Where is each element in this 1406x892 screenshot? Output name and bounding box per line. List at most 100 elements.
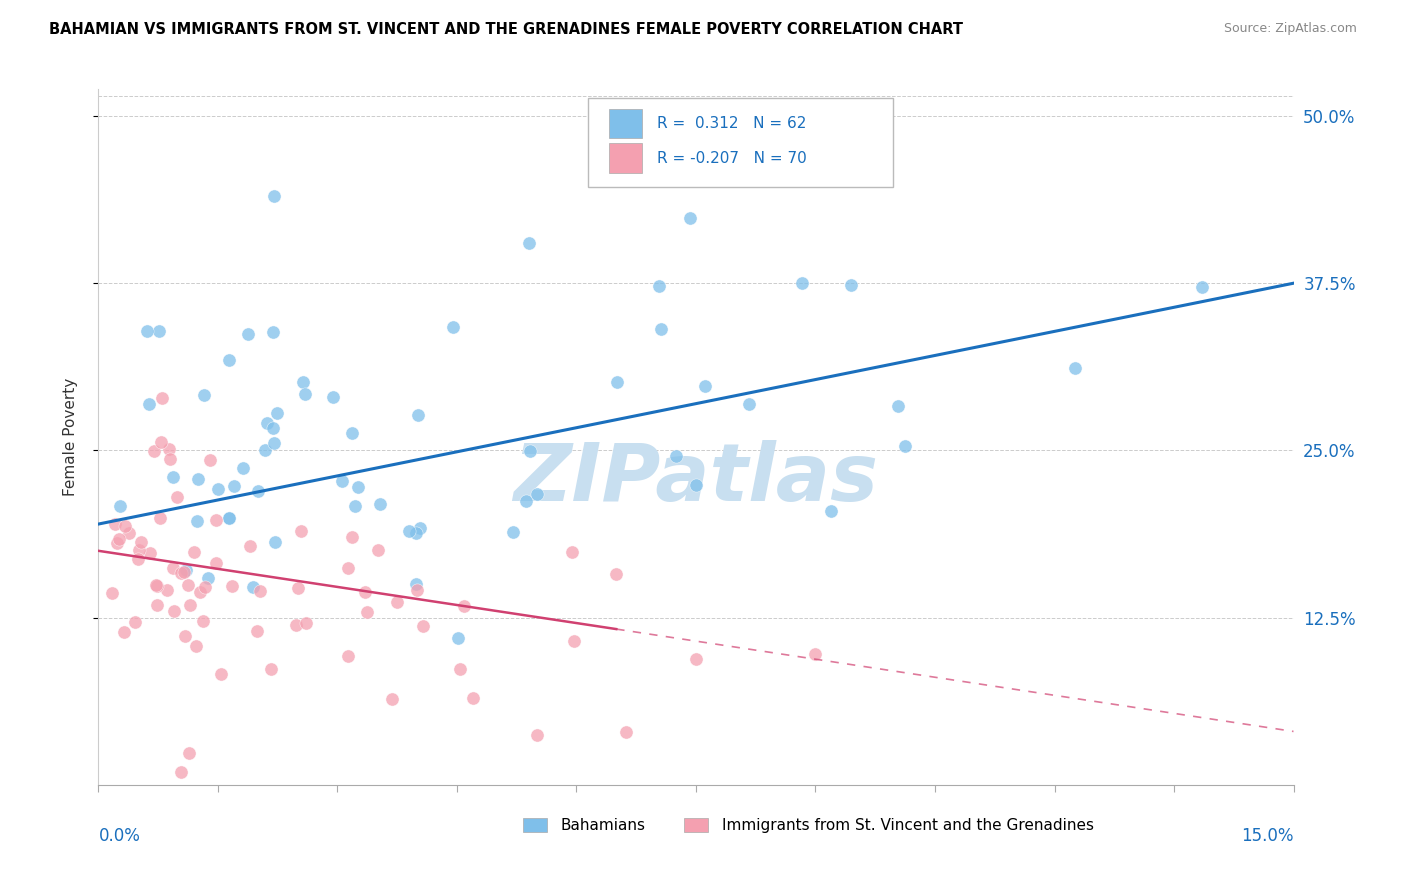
Point — [405, 577, 427, 591]
Point — [1191, 279, 1213, 293]
Text: BAHAMIAN VS IMMIGRANTS FROM ST. VINCENT AND THE GRENADINES FEMALE POVERTY CORREL: BAHAMIAN VS IMMIGRANTS FROM ST. VINCENT … — [49, 22, 963, 37]
Point — [218, 511, 240, 525]
Point — [561, 545, 583, 559]
Point — [173, 565, 195, 579]
Point — [128, 543, 150, 558]
Point — [187, 472, 209, 486]
Point — [166, 490, 188, 504]
Point — [517, 236, 540, 251]
Point — [347, 481, 370, 495]
Point — [285, 617, 308, 632]
Point — [679, 211, 702, 225]
Point — [693, 379, 716, 393]
Point — [138, 397, 160, 411]
Point — [650, 322, 672, 336]
Point — [614, 724, 637, 739]
Point — [198, 453, 221, 467]
Point — [367, 543, 389, 558]
Point — [163, 605, 186, 619]
Point — [841, 278, 863, 293]
Point — [412, 619, 434, 633]
Point — [239, 540, 262, 554]
Point — [197, 571, 219, 585]
Point — [685, 652, 707, 666]
Point — [368, 497, 391, 511]
Point — [194, 580, 217, 594]
Point — [256, 416, 278, 430]
Point — [156, 583, 179, 598]
Point — [124, 615, 146, 630]
Point — [262, 326, 284, 340]
Point — [260, 662, 283, 676]
Point — [127, 552, 149, 566]
Point — [461, 691, 484, 706]
Point — [266, 406, 288, 420]
Point — [605, 566, 627, 581]
Bar — [609, 144, 643, 173]
Point — [606, 375, 628, 389]
Point — [101, 586, 124, 600]
Point — [162, 560, 184, 574]
Point — [263, 436, 285, 450]
Point — [886, 399, 908, 413]
Point — [179, 746, 201, 760]
Point — [526, 487, 548, 501]
Text: R = -0.207   N = 70: R = -0.207 N = 70 — [657, 151, 806, 166]
Point — [354, 584, 377, 599]
Text: 15.0%: 15.0% — [1241, 827, 1294, 845]
Point — [242, 580, 264, 594]
Point — [263, 189, 285, 203]
Point — [441, 320, 464, 334]
Point — [408, 408, 430, 422]
Point — [253, 442, 276, 457]
Point — [218, 353, 240, 368]
Point — [129, 535, 152, 549]
Point — [148, 325, 170, 339]
Point — [112, 624, 135, 639]
Point — [108, 499, 131, 513]
Point — [398, 524, 420, 539]
Point — [145, 577, 167, 591]
Point — [405, 525, 427, 540]
Point — [449, 662, 471, 676]
Point — [290, 524, 312, 538]
Point — [159, 451, 181, 466]
Bar — [523, 818, 547, 832]
Point — [342, 425, 364, 440]
Point — [322, 390, 344, 404]
Point — [191, 614, 214, 628]
Point — [409, 521, 432, 535]
Bar — [685, 818, 709, 832]
Text: Source: ZipAtlas.com: Source: ZipAtlas.com — [1223, 22, 1357, 36]
FancyBboxPatch shape — [589, 97, 893, 186]
Point — [648, 279, 671, 293]
Point — [447, 631, 470, 645]
Point — [249, 584, 271, 599]
Point — [139, 546, 162, 560]
Point — [562, 633, 585, 648]
Point — [174, 629, 197, 643]
Point — [245, 624, 267, 638]
Point — [232, 461, 254, 475]
Point — [177, 577, 200, 591]
Point — [515, 494, 537, 508]
Point — [135, 324, 157, 338]
Point — [330, 474, 353, 488]
Point — [820, 504, 842, 518]
Point — [262, 421, 284, 435]
Point — [287, 581, 309, 595]
Point — [205, 556, 228, 570]
Point — [336, 648, 359, 663]
Point — [294, 387, 316, 401]
Point — [804, 647, 827, 661]
Point — [222, 478, 245, 492]
Point — [186, 639, 208, 653]
Point — [790, 276, 813, 290]
Point — [104, 516, 127, 531]
Point — [519, 443, 541, 458]
Point — [186, 515, 208, 529]
Point — [207, 482, 229, 496]
Point — [114, 519, 136, 533]
Point — [108, 533, 131, 547]
Point — [105, 536, 128, 550]
